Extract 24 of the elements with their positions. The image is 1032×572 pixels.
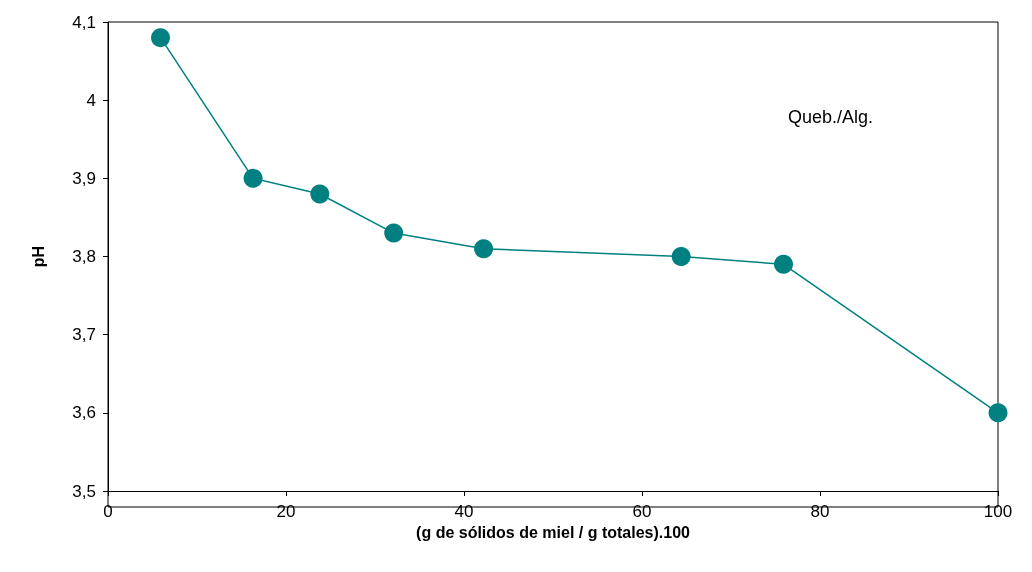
- y-tick-label: 3,6: [72, 403, 96, 423]
- x-tick-label: 80: [810, 502, 830, 521]
- point: [243, 168, 263, 188]
- y-tick-label: 4,1: [72, 12, 96, 32]
- x-tick-label: 60: [632, 502, 652, 521]
- y-tick-label: 3,9: [72, 168, 96, 188]
- x-axis-title: (g de sólidos de miel / g totales).100: [416, 524, 691, 542]
- x-tick-label: 40: [454, 502, 474, 521]
- point: [151, 28, 171, 48]
- y-tick-label: 3,5: [72, 481, 96, 501]
- y-tick-label: 3,7: [72, 325, 96, 345]
- x-tick-label: 0: [103, 502, 113, 521]
- point: [310, 184, 330, 204]
- point: [474, 239, 494, 259]
- y-tick-label: 3,8: [72, 247, 96, 266]
- x-tick-label: 20: [276, 502, 296, 521]
- point: [774, 254, 794, 274]
- point: [384, 223, 404, 243]
- annotation: Queb./Alg.: [788, 107, 874, 127]
- y-axis-title: pH: [29, 245, 47, 268]
- point: [988, 403, 1008, 423]
- y-tick-label: 4: [86, 90, 96, 110]
- x-tick-label: 100: [983, 502, 1013, 521]
- point: [671, 247, 691, 266]
